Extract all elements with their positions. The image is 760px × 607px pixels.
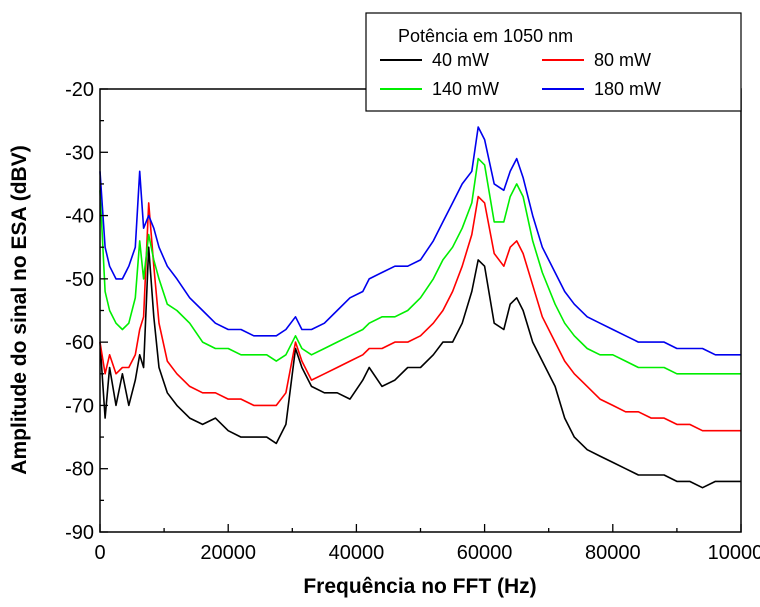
y-tick-label: -90 bbox=[65, 522, 94, 544]
x-tick-label: 40000 bbox=[329, 542, 385, 564]
legend-title: Potência em 1050 nm bbox=[398, 26, 573, 46]
y-tick-label: -60 bbox=[65, 332, 94, 354]
ticks-layer: 0 20000 40000 60000 80000 100000 -90 -80 -70 -60 -… bbox=[65, 79, 760, 564]
x-tick-label: 20000 bbox=[200, 542, 256, 564]
x-tick-label: 60000 bbox=[457, 542, 513, 564]
x-tick-label: 0 bbox=[94, 542, 105, 564]
y-tick-label: -20 bbox=[65, 79, 94, 101]
legend-box bbox=[365, 12, 742, 112]
plot-frame bbox=[99, 88, 742, 533]
legend-label-1: 40 mW bbox=[432, 50, 489, 70]
legend-label-2: 80 mW bbox=[594, 50, 651, 70]
x-axis-label: Frequência no FFT (Hz) bbox=[303, 575, 536, 598]
x-tick-label: 100000 bbox=[708, 542, 760, 564]
series-line-3 bbox=[99, 157, 741, 375]
series-line-1 bbox=[99, 246, 741, 489]
legend: Potência em 1050 nm 40 mW 80 mW 140 mW 180 … bbox=[365, 12, 742, 112]
series-line-2 bbox=[99, 195, 741, 432]
legend-label-3: 140 mW bbox=[432, 79, 499, 99]
series-line-4 bbox=[99, 126, 741, 356]
series-layer bbox=[99, 126, 741, 489]
y-axis-label: Amplitude do sinal no ESA (dBV) bbox=[8, 145, 31, 474]
legend-label-4: 180 mW bbox=[594, 79, 661, 99]
y-tick-label: -80 bbox=[65, 459, 94, 481]
y-tick-label: -70 bbox=[65, 395, 94, 417]
y-tick-label: -40 bbox=[65, 206, 94, 228]
y-tick-label: -50 bbox=[65, 269, 94, 291]
legend-items: 40 mW 80 mW 140 mW 180 mW bbox=[380, 50, 661, 99]
x-tick-label: 80000 bbox=[585, 542, 641, 564]
y-tick-label: -30 bbox=[65, 142, 94, 164]
